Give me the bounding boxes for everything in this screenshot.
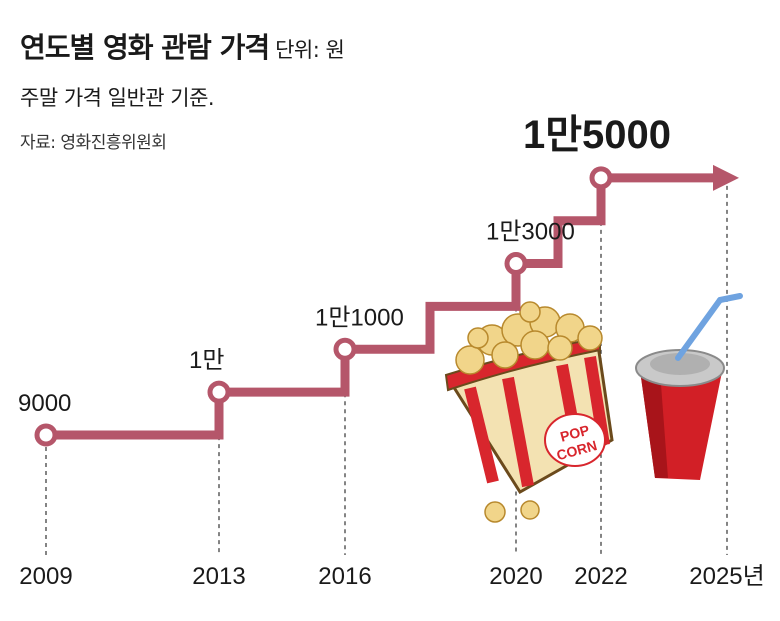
unit-label: 단위: 원 [275, 38, 345, 62]
data-point-2009 [34, 423, 58, 447]
data-label-2016: 1만1000 [315, 304, 404, 331]
x-tick-label-2016: 2016 [318, 563, 371, 590]
data-label-2009: 9000 [18, 390, 71, 417]
x-tick-label-2009: 2009 [19, 563, 72, 590]
popcorn-label-pop: POP [558, 422, 591, 445]
chart-title: 연도별 영화 관람 가격 단위: 원 [20, 31, 345, 64]
x-tick-label-2020: 2020 [489, 563, 542, 590]
chart-subtitle: 주말 가격 일반관 기준. [20, 86, 215, 110]
x-tick-label-2025년: 2025년 [689, 563, 764, 590]
data-label-2022: 1만5000 [523, 113, 671, 157]
data-label-2013: 1만 [189, 347, 224, 374]
source-note: 자료: 영화진흥위원회 [20, 133, 167, 153]
price-step-line [46, 173, 717, 440]
popcorn-bucket-icon: POP CORN [444, 301, 614, 523]
data-label-2020: 1만3000 [486, 219, 575, 246]
data-point-2016 [333, 337, 357, 361]
soda-cup-icon [635, 293, 743, 480]
popcorn-soda-illustration: POP CORN [444, 293, 743, 523]
data-point-2013 [207, 380, 231, 404]
data-point-2022 [589, 166, 613, 190]
arrow-head-icon [713, 164, 739, 191]
x-tick-label-2022: 2022 [574, 563, 627, 590]
data-point-2020 [504, 252, 528, 276]
x-tick-label-2013: 2013 [192, 563, 245, 590]
